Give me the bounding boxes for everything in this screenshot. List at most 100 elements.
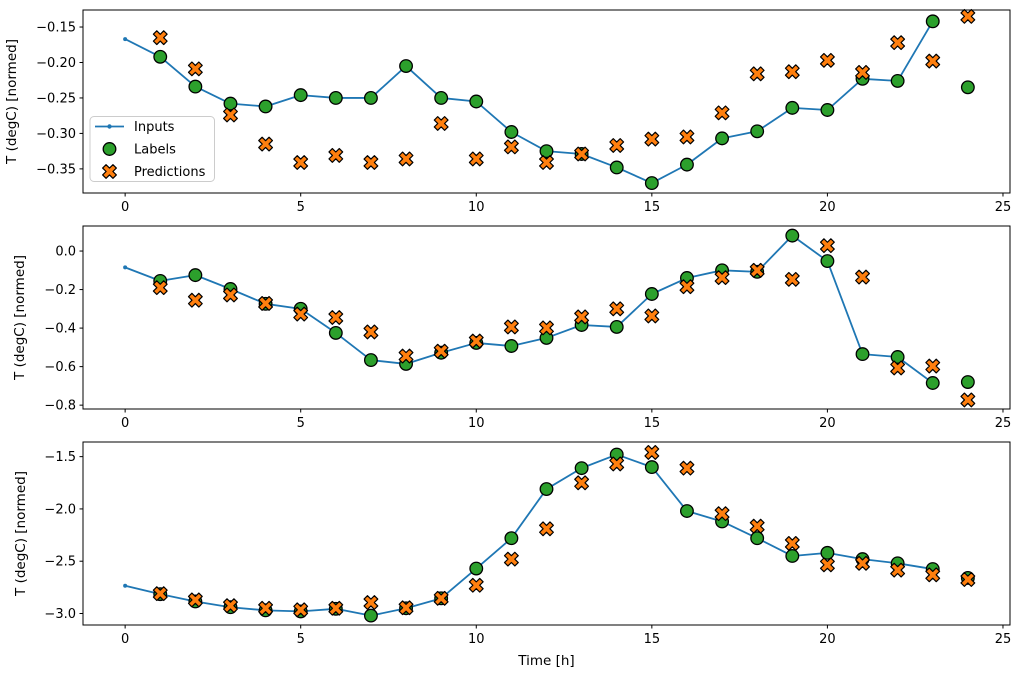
x-tick-label: 20: [819, 632, 836, 647]
prediction-marker: [539, 320, 554, 336]
legend-item-label: Inputs: [134, 120, 175, 135]
label-marker: [328, 325, 343, 340]
prediction-marker: [749, 518, 765, 534]
x-tick-label: 25: [995, 632, 1012, 647]
input-point-marker: [123, 265, 128, 270]
prediction-marker: [433, 116, 449, 131]
label-marker: [890, 73, 905, 88]
label-marker: [504, 339, 519, 353]
prediction-marker: [363, 595, 379, 610]
label-marker: [469, 561, 484, 576]
prediction-marker: [328, 147, 344, 163]
x-tick-label: 10: [468, 416, 485, 431]
label-marker: [820, 545, 835, 560]
label-marker: [539, 144, 554, 159]
label-marker: [188, 79, 203, 94]
prediction-marker: [223, 287, 238, 303]
y-tick-label: −0.8: [44, 399, 76, 414]
prediction-marker: [258, 295, 274, 311]
y-tick-label: −0.4: [44, 322, 76, 337]
subplot-3: 0 5 10 15 20 25 −1.5 −2.0 −2.5 −3.0 T (degC) [norm…: [13, 441, 1012, 669]
label-marker: [609, 319, 624, 334]
legend-labels-marker: [102, 142, 117, 156]
prediction-marker: [293, 602, 309, 618]
prediction-marker: [152, 280, 168, 296]
y-tick-label: −1.5: [44, 450, 76, 465]
prediction-marker: [609, 138, 625, 153]
prediction-marker: [714, 506, 730, 522]
prediction-marker: [609, 456, 625, 472]
prediction-marker: [714, 105, 730, 121]
label-marker: [820, 103, 835, 117]
label-marker: [153, 49, 168, 64]
x-tick-label: 0: [121, 200, 129, 215]
x-tick-label: 20: [819, 200, 836, 215]
label-marker: [644, 176, 659, 191]
prediction-marker: [679, 279, 695, 295]
y-tick-label: −0.2: [44, 283, 76, 298]
prediction-marker: [644, 445, 660, 460]
label-marker: [399, 59, 414, 73]
prediction-marker: [644, 131, 660, 147]
prediction-marker: [925, 358, 941, 374]
prediction-marker: [574, 146, 590, 162]
label-marker: [680, 504, 694, 518]
y-tick-label: −0.6: [44, 360, 76, 375]
label-marker: [293, 88, 308, 103]
prediction-marker: [293, 306, 309, 322]
x-tick-label: 15: [644, 200, 661, 215]
prediction-marker: [819, 557, 835, 573]
prediction-marker: [679, 460, 695, 476]
prediction-marker: [468, 333, 484, 349]
y-tick-label: −0.25: [36, 91, 76, 106]
prediction-marker: [187, 292, 203, 308]
prediction-marker: [819, 238, 835, 254]
prediction-marker: [328, 310, 344, 325]
label-marker: [644, 460, 659, 475]
x-tick-label: 0: [121, 416, 129, 431]
label-marker: [925, 376, 940, 390]
legend-predictions-marker: [102, 164, 117, 179]
legend-frame: [89, 116, 215, 182]
label-marker: [855, 347, 870, 362]
input-point-marker: [123, 37, 128, 42]
x-tick-label: 25: [995, 416, 1012, 431]
y-tick-label: 0.0: [55, 245, 76, 260]
y-tick-label: −3.0: [44, 607, 76, 622]
legend-inputs-marker: [107, 124, 112, 129]
prediction-marker: [925, 53, 941, 69]
label-marker: [363, 353, 378, 368]
label-marker: [960, 375, 975, 389]
prediction-marker: [398, 348, 414, 364]
prediction-marker: [784, 535, 800, 551]
label-marker: [574, 461, 589, 476]
label-marker: [785, 100, 800, 115]
prediction-marker: [187, 592, 203, 608]
prediction-marker: [890, 360, 906, 376]
label-marker: [223, 96, 238, 111]
prediction-marker: [293, 155, 309, 170]
prediction-marker: [749, 66, 765, 82]
y-tick-label: −0.35: [36, 162, 76, 177]
x-tick-label: 20: [819, 416, 836, 431]
prediction-marker: [503, 139, 519, 155]
x-tick-label: 5: [297, 632, 305, 647]
prediction-marker: [925, 567, 941, 583]
prediction-marker: [855, 269, 870, 285]
prediction-marker: [784, 271, 800, 287]
y-tick-label: −0.15: [36, 21, 76, 36]
label-marker: [539, 482, 554, 497]
y-axis-label: T (degC) [normed]: [13, 471, 29, 597]
input-point-marker: [123, 583, 128, 588]
label-marker: [715, 131, 730, 146]
prediction-marker: [714, 270, 730, 286]
prediction-marker: [609, 301, 625, 317]
prediction-marker: [223, 598, 238, 614]
prediction-marker: [539, 155, 554, 170]
axes-frame: [82, 441, 1011, 626]
label-marker: [785, 549, 800, 563]
x-axis-label: Time [h]: [517, 653, 574, 669]
prediction-marker: [258, 136, 274, 152]
x-tick-label: 5: [297, 200, 305, 215]
